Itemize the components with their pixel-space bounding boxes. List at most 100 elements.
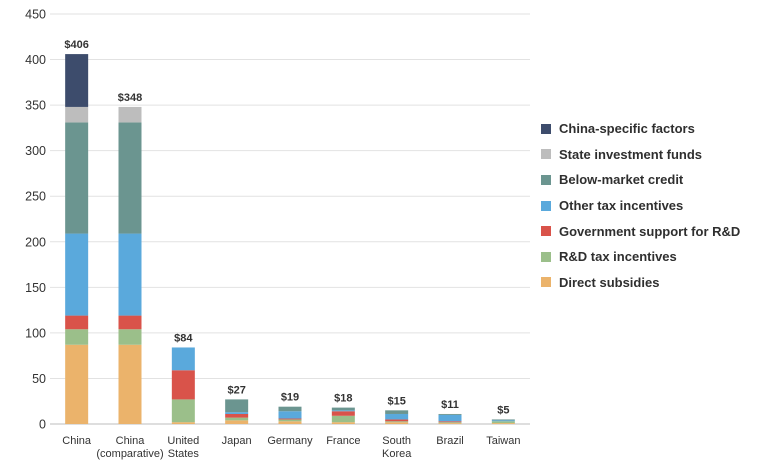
bars [65,54,515,424]
bar-segment [225,412,249,414]
x-category-label: South Korea [382,435,412,460]
legend-item: China-specific factors [541,116,740,142]
bar-segment [278,411,302,419]
bar-segment [171,422,195,424]
bar-segment [438,422,462,424]
bar-segment [118,344,142,424]
y-tick-label: 100 [25,326,46,340]
bar-total-label: $84 [174,332,193,344]
bar-segment [65,122,89,234]
bar-segment [65,106,89,123]
x-category-label: Japan [222,435,252,447]
legend-label: Below-market credit [559,172,684,188]
bar-segment [438,413,462,415]
bar-segment [438,414,462,422]
bar-segment [118,315,142,330]
bar-segment [385,413,409,420]
y-tick-label: 350 [25,99,46,113]
legend-item: R&D tax incentives [541,244,740,270]
y-tick-label: 300 [25,144,46,158]
bar-total-label: $18 [334,393,352,405]
bar-segment [491,423,515,424]
bar-total-label: $27 [227,384,245,396]
bar-segment [118,329,142,345]
bar-segment [438,423,462,424]
legend-swatch [541,251,551,262]
bar-segment [278,421,302,424]
bar-segment [385,419,409,422]
y-tick-label: 250 [25,190,46,204]
bar-total-label: $15 [387,395,405,407]
bar-segment [171,347,195,371]
bar-segment [171,399,195,423]
legend-label: State investment funds [559,146,703,162]
legend-item: Government support for R&D [541,218,740,244]
legend-swatch [541,200,551,211]
y-tick-label: 200 [25,235,46,249]
y-tick-label: 450 [25,8,46,22]
bar-segment [65,233,89,316]
bar-segment [171,370,195,400]
bar-segment [278,419,302,422]
bar-total-label: $19 [281,392,299,404]
bar-segment [331,410,355,412]
x-category-label: United States [167,435,199,460]
x-axis: China China (comparative)United States Japan… [62,435,520,460]
bar-segment [225,413,249,418]
legend-item: State investment funds [541,142,740,168]
x-category-label: China (comparative) [96,435,163,460]
legend-item: Below-market credit [541,167,740,193]
bar-segment [385,422,409,424]
x-category-label: Taiwan [486,435,520,447]
bar-segment [65,54,89,107]
bar-segment [278,406,302,412]
legend-swatch [541,123,551,134]
bar-segment [65,315,89,330]
legend-label: R&D tax incentives [559,249,677,265]
legend-label: Direct subsidies [559,274,660,290]
x-category-label: Germany [267,435,313,447]
bar-segment [331,415,355,423]
x-category-label: China [62,435,92,447]
bar-segment [118,233,142,316]
legend-swatch [541,149,551,160]
bar-segment [438,421,462,423]
bar-segment [65,344,89,424]
y-tick-label: 150 [25,281,46,295]
total-labels: $406 $348 $84 $27 $19 $18 $15 $11 $5 [64,39,509,416]
bar-segment [491,420,515,422]
legend: China-specific factors State investment f… [541,116,740,295]
legend-label: Government support for R&D [559,223,741,239]
legend-swatch [541,226,551,237]
legend-item: Direct subsidies [541,270,740,296]
legend-label: Other tax incentives [559,198,684,214]
bar-segment [385,410,409,414]
y-axis: 0 50 100 150 200 250 300 350 400 450 [25,8,46,432]
bar-segment [385,421,409,423]
x-category-label: France [326,435,360,447]
bar-segment [331,422,355,424]
bar-segment [118,122,142,234]
bar-segment [491,419,515,421]
legend-swatch [541,174,551,185]
legend-item: Other tax incentives [541,193,740,219]
y-tick-label: 400 [25,53,46,67]
bar-segment [331,407,355,411]
legend-swatch [541,277,551,288]
bar-segment [118,106,142,123]
bar-segment [65,329,89,345]
y-tick-label: 0 [39,418,46,432]
bar-segment [331,411,355,416]
y-tick-label: 50 [32,372,46,386]
x-category-label: Brazil [436,435,464,447]
legend-label: China-specific factors [559,121,695,137]
bar-total-label: $5 [497,404,509,416]
bar-segment [278,418,302,420]
bar-segment [225,399,249,413]
bar-total-label: $348 [118,92,142,104]
bar-segment [491,421,515,424]
bar-total-label: $406 [64,39,88,51]
bar-segment [225,417,249,421]
bar-total-label: $11 [441,399,459,411]
